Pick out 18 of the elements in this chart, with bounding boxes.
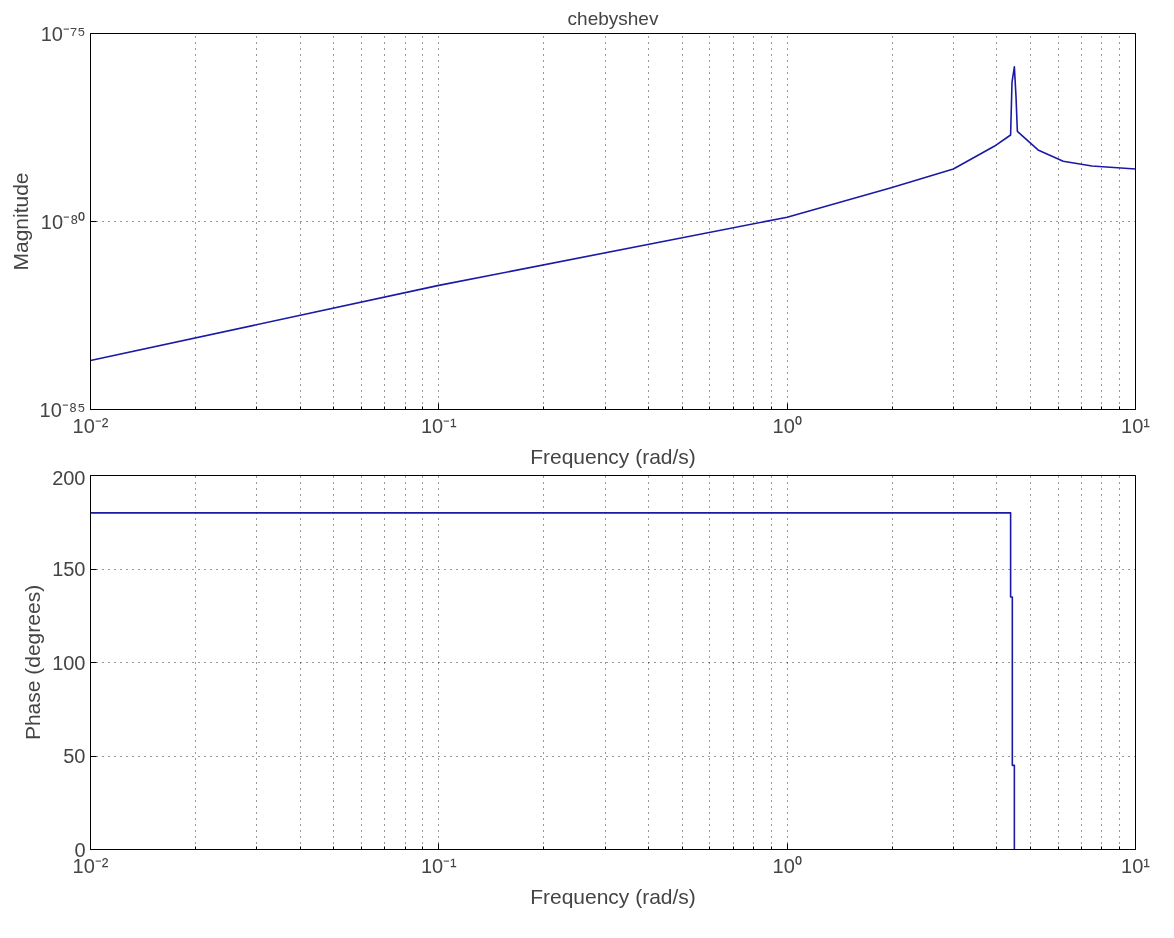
x-tick-label: 10⁰ — [772, 414, 802, 437]
x-axis-title: Frequency (rad/s) — [530, 884, 696, 908]
x-tick-label: 10⁻¹ — [420, 414, 458, 437]
y-tick-label: 10⁻⁸⁰ — [40, 210, 86, 233]
y-axis-title: Phase (degrees) — [21, 584, 45, 741]
x-tick-label: 10⁻¹ — [420, 854, 458, 877]
x-tick-label: 10⁰ — [772, 854, 802, 877]
x-tick-label: 10⁻² — [72, 414, 109, 437]
y-tick-label: 10⁻⁷⁵ — [40, 22, 86, 45]
y-axis-title: Magnitude — [8, 172, 32, 271]
y-tick-label: 150 — [52, 558, 86, 580]
x-axis-title: Frequency (rad/s) — [530, 444, 696, 468]
y-tick-label: 200 — [52, 466, 86, 489]
y-tick-label: 100 — [52, 651, 86, 674]
chart-title: chebyshev — [567, 7, 659, 29]
y-tick-label: 50 — [63, 745, 86, 767]
x-tick-label: 10¹ — [1121, 854, 1151, 877]
x-tick-label: 10¹ — [1121, 414, 1151, 437]
